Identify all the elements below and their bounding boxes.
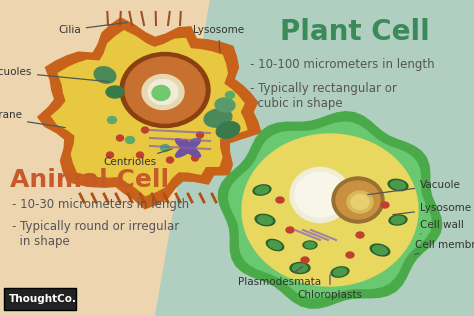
Ellipse shape bbox=[226, 92, 235, 99]
Ellipse shape bbox=[216, 122, 240, 138]
Ellipse shape bbox=[391, 216, 405, 224]
Ellipse shape bbox=[142, 75, 184, 110]
Text: - 10-30 micrometers in length: - 10-30 micrometers in length bbox=[12, 198, 189, 211]
Text: - Typically rectangular or
  cubic in shape: - Typically rectangular or cubic in shap… bbox=[250, 82, 397, 110]
Ellipse shape bbox=[305, 242, 315, 248]
Ellipse shape bbox=[292, 264, 308, 272]
FancyBboxPatch shape bbox=[4, 288, 76, 310]
Polygon shape bbox=[242, 134, 418, 286]
Ellipse shape bbox=[266, 240, 283, 251]
Ellipse shape bbox=[117, 135, 124, 141]
Text: Centrioles: Centrioles bbox=[103, 149, 173, 167]
Ellipse shape bbox=[166, 157, 173, 163]
Ellipse shape bbox=[120, 52, 210, 127]
Ellipse shape bbox=[191, 155, 199, 161]
Text: - 10-100 micrometers in length: - 10-100 micrometers in length bbox=[250, 58, 435, 71]
Ellipse shape bbox=[191, 138, 200, 145]
Ellipse shape bbox=[333, 268, 346, 276]
Ellipse shape bbox=[370, 244, 390, 256]
Text: ThoughtCo.: ThoughtCo. bbox=[9, 294, 77, 304]
Ellipse shape bbox=[137, 152, 144, 158]
Ellipse shape bbox=[347, 191, 373, 213]
Ellipse shape bbox=[106, 86, 124, 98]
Ellipse shape bbox=[276, 197, 284, 203]
Ellipse shape bbox=[286, 227, 294, 233]
Text: Cell wall: Cell wall bbox=[420, 220, 464, 234]
Ellipse shape bbox=[290, 263, 310, 274]
Ellipse shape bbox=[346, 252, 354, 258]
Text: Chloroplasts: Chloroplasts bbox=[298, 275, 363, 300]
Text: Cell membrane: Cell membrane bbox=[415, 240, 474, 254]
Ellipse shape bbox=[257, 216, 273, 224]
Polygon shape bbox=[52, 31, 247, 196]
Text: Lysosome: Lysosome bbox=[193, 25, 244, 52]
Ellipse shape bbox=[255, 186, 269, 194]
Ellipse shape bbox=[204, 109, 232, 127]
Ellipse shape bbox=[373, 246, 387, 254]
Ellipse shape bbox=[94, 67, 116, 83]
Text: Plasmodesmata: Plasmodesmata bbox=[238, 267, 321, 287]
Ellipse shape bbox=[175, 139, 201, 157]
Ellipse shape bbox=[107, 152, 113, 158]
Polygon shape bbox=[155, 0, 474, 316]
Polygon shape bbox=[219, 112, 442, 308]
Ellipse shape bbox=[389, 215, 407, 225]
Ellipse shape bbox=[332, 177, 384, 223]
Ellipse shape bbox=[331, 267, 349, 277]
Ellipse shape bbox=[215, 98, 235, 112]
Ellipse shape bbox=[381, 202, 389, 208]
Text: Animal Cell: Animal Cell bbox=[10, 168, 169, 192]
Ellipse shape bbox=[182, 140, 189, 146]
Ellipse shape bbox=[148, 80, 178, 105]
Ellipse shape bbox=[126, 137, 135, 143]
Ellipse shape bbox=[303, 241, 317, 249]
Ellipse shape bbox=[290, 167, 350, 222]
Ellipse shape bbox=[255, 214, 275, 226]
Text: Cilia: Cilia bbox=[58, 22, 127, 35]
Ellipse shape bbox=[351, 195, 369, 210]
Ellipse shape bbox=[388, 179, 408, 191]
Ellipse shape bbox=[356, 232, 364, 238]
Text: Cell membrane: Cell membrane bbox=[0, 110, 65, 128]
Ellipse shape bbox=[152, 86, 170, 100]
Text: Vacuole: Vacuole bbox=[368, 180, 461, 195]
Ellipse shape bbox=[108, 117, 117, 124]
Ellipse shape bbox=[197, 132, 203, 138]
Text: Plant Cell: Plant Cell bbox=[280, 18, 430, 46]
Polygon shape bbox=[38, 18, 261, 209]
Ellipse shape bbox=[301, 257, 309, 263]
Ellipse shape bbox=[161, 144, 170, 151]
Text: - Typically round or irregular
  in shape: - Typically round or irregular in shape bbox=[12, 220, 179, 248]
Ellipse shape bbox=[269, 241, 282, 249]
Ellipse shape bbox=[142, 127, 148, 133]
Ellipse shape bbox=[175, 139, 201, 157]
Text: Vacuoles: Vacuoles bbox=[0, 67, 109, 82]
Ellipse shape bbox=[295, 173, 345, 217]
Ellipse shape bbox=[391, 181, 405, 189]
Polygon shape bbox=[229, 122, 431, 298]
Ellipse shape bbox=[125, 57, 205, 123]
Ellipse shape bbox=[253, 185, 271, 195]
Ellipse shape bbox=[336, 181, 380, 219]
Text: Lysosome: Lysosome bbox=[393, 203, 471, 215]
